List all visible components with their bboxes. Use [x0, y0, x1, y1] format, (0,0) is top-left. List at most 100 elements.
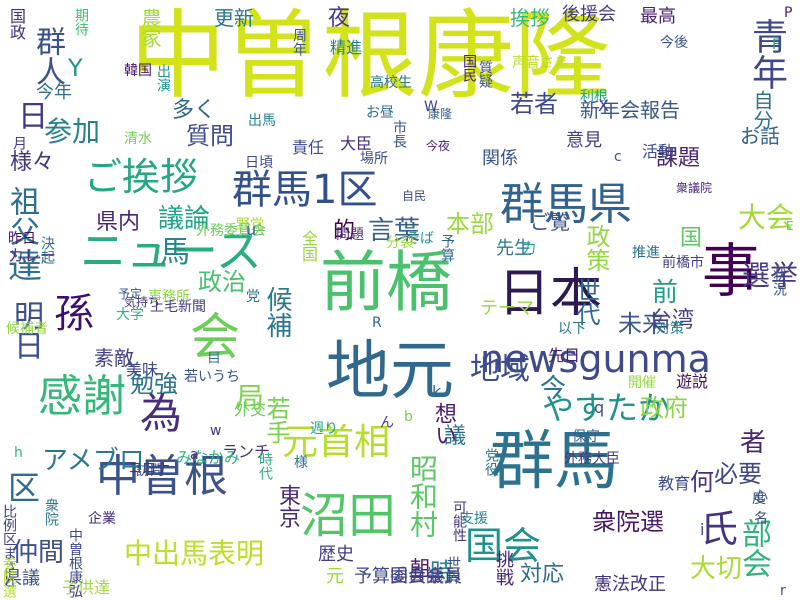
cloud-word: w — [210, 423, 222, 439]
cloud-word: 衆院 — [43, 498, 59, 526]
cloud-word: 党役 — [483, 448, 499, 476]
cloud-word: 党 — [246, 289, 260, 305]
cloud-word: 月 — [11, 136, 27, 150]
cloud-word: 参加 — [44, 115, 101, 148]
cloud-word: 言葉 — [368, 216, 421, 246]
cloud-word: 先日 — [548, 346, 581, 365]
cloud-word: u — [246, 220, 257, 239]
cloud-word: 国政 — [7, 8, 26, 40]
cloud-word: 地元 — [326, 335, 454, 409]
cloud-word: 週り — [310, 421, 338, 437]
cloud-word: k — [432, 382, 442, 401]
cloud-word: 農家 — [138, 8, 162, 48]
cloud-word: 勉強 — [130, 370, 178, 398]
cloud-word: c — [614, 149, 622, 165]
cloud-word: 時 — [430, 558, 454, 586]
cloud-word: 美味 — [126, 360, 159, 379]
cloud-word: 前橋市 — [662, 255, 704, 271]
cloud-word: 力 — [522, 241, 536, 257]
cloud-word: Y — [68, 54, 83, 82]
cloud-word: 開催 — [628, 375, 656, 391]
cloud-word: 本部 — [446, 210, 494, 238]
cloud-word: 企業 — [88, 511, 116, 527]
cloud-word: 活動 — [642, 142, 675, 161]
cloud-word: 精進 — [330, 38, 363, 57]
cloud-word: 時代 — [257, 452, 273, 480]
cloud-word: R — [372, 315, 382, 331]
cloud-word: 様々 — [10, 150, 55, 175]
cloud-word: 今後 — [660, 35, 688, 51]
cloud-word: 支援 — [460, 511, 488, 527]
cloud-word: 場所 — [360, 151, 388, 167]
cloud-word: F — [772, 37, 781, 53]
cloud-word: 若者 — [510, 90, 558, 118]
cloud-word: 日本 — [498, 264, 603, 324]
cloud-word: 質問 — [186, 122, 234, 150]
cloud-word: a — [190, 447, 199, 463]
cloud-word: 中曽根康隆 — [130, 0, 610, 112]
cloud-word: 沼田 — [300, 488, 397, 544]
cloud-word: お昼 — [366, 105, 394, 121]
cloud-word: 孫 — [54, 291, 94, 337]
cloud-word: 県議 — [4, 568, 40, 589]
cloud-word: 参院選 — [1, 556, 17, 598]
cloud-word: 明日 — [8, 300, 43, 360]
cloud-word: 先生 — [496, 238, 532, 259]
cloud-word: 会 — [190, 308, 240, 366]
cloud-word: 局 — [236, 381, 265, 414]
cloud-word: 政策 — [582, 224, 610, 272]
cloud-word: 対策 — [656, 321, 684, 337]
cloud-word: 何 — [690, 468, 714, 496]
cloud-word: 国民 — [461, 54, 477, 82]
cloud-word: ん — [380, 415, 394, 431]
cloud-word: q — [594, 398, 605, 417]
cloud-word: 政府 — [640, 394, 688, 422]
cloud-word: 台湾 — [650, 308, 695, 333]
cloud-word: 上毛新聞 — [150, 299, 206, 315]
cloud-word: 挨拶 — [510, 6, 550, 30]
cloud-word: 衆議院 — [676, 181, 713, 195]
cloud-word: ご挨拶 — [84, 155, 199, 199]
cloud-word: 外務委員会 — [196, 223, 266, 239]
cloud-word: 外交 — [234, 400, 267, 419]
cloud-word: 訪問 — [136, 463, 164, 479]
cloud-word: 野党 — [236, 217, 264, 233]
cloud-word: 最高 — [640, 6, 676, 27]
cloud-word: 中曽根康弘 — [67, 528, 83, 598]
cloud-word: 大切 — [690, 554, 743, 584]
cloud-word: 出演 — [155, 64, 171, 92]
cloud-word: 東京 — [275, 484, 300, 528]
cloud-word: 今 — [540, 374, 567, 404]
cloud-word: 韓国 — [124, 63, 152, 79]
cloud-word: 部会 — [736, 518, 771, 578]
cloud-word: 保守 — [572, 429, 600, 445]
cloud-word: newsgunma — [480, 337, 711, 381]
cloud-word: ご覧 — [530, 210, 570, 234]
cloud-word: 日頃 — [245, 155, 273, 171]
cloud-word: 更新 — [214, 6, 254, 30]
cloud-word: 氏 — [700, 507, 739, 551]
cloud-word: 問題 — [336, 227, 364, 243]
cloud-word: 前橋 — [320, 244, 452, 321]
cloud-word: 課題 — [656, 146, 701, 171]
cloud-word: 目 — [205, 350, 221, 364]
cloud-word: 教育 — [658, 474, 691, 493]
cloud-word: 挑戦 — [493, 550, 514, 586]
cloud-word: 出馬 — [248, 113, 276, 129]
cloud-word: 事 — [702, 237, 761, 305]
cloud-word: 大会 — [738, 201, 795, 234]
cloud-word: 国会議員 — [390, 566, 462, 587]
cloud-word: お話 — [740, 124, 780, 148]
cloud-word: 昭和村 — [406, 454, 439, 538]
cloud-word: 多く — [172, 98, 217, 123]
cloud-word: 群馬 — [490, 425, 618, 499]
cloud-word: 自分 — [750, 90, 774, 130]
cloud-word: 地域 — [470, 352, 530, 387]
cloud-word: コロナ — [128, 461, 170, 477]
cloud-word: 国会 — [465, 524, 542, 568]
cloud-word: カレー — [8, 246, 57, 265]
cloud-word: 自民 — [402, 189, 427, 203]
cloud-word: 分裂 — [386, 235, 414, 251]
cloud-word: E — [786, 219, 794, 233]
cloud-word: 夜 — [328, 6, 351, 31]
